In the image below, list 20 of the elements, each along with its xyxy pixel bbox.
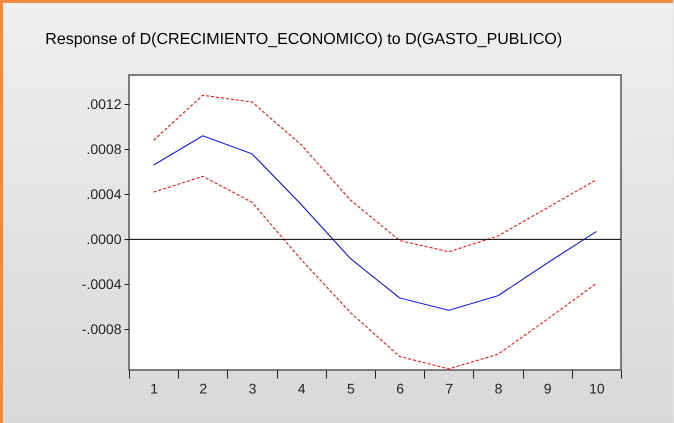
x-tick-label: 7: [445, 380, 454, 396]
line-series: [153, 135, 597, 311]
x-tick-label: 3: [248, 380, 257, 396]
y-tick-label: .0000: [86, 230, 122, 247]
line-series: [153, 94, 597, 252]
x-tick-label: 5: [347, 380, 355, 396]
y-tick-label: -.0008: [82, 320, 122, 337]
x-tick-label: 8: [494, 380, 503, 396]
y-tick-label: .0012: [86, 96, 122, 112]
x-tick-label: 4: [298, 380, 306, 396]
x-tick-label: 6: [396, 380, 404, 396]
x-tick-label: 10: [589, 380, 605, 396]
y-tick-label: .0008: [86, 140, 122, 157]
line-series: [153, 176, 597, 370]
y-tick-label: .0004: [86, 186, 122, 202]
x-tick-label: 9: [544, 380, 552, 396]
chart-title: Response of D(CRECIMIENTO_ECONOMICO) to D(GASTO_PUBLICO): [45, 31, 562, 48]
x-tick-label: 2: [199, 380, 208, 396]
y-tick-label: -.0004: [82, 276, 122, 292]
x-tick-label: 1: [150, 380, 158, 396]
